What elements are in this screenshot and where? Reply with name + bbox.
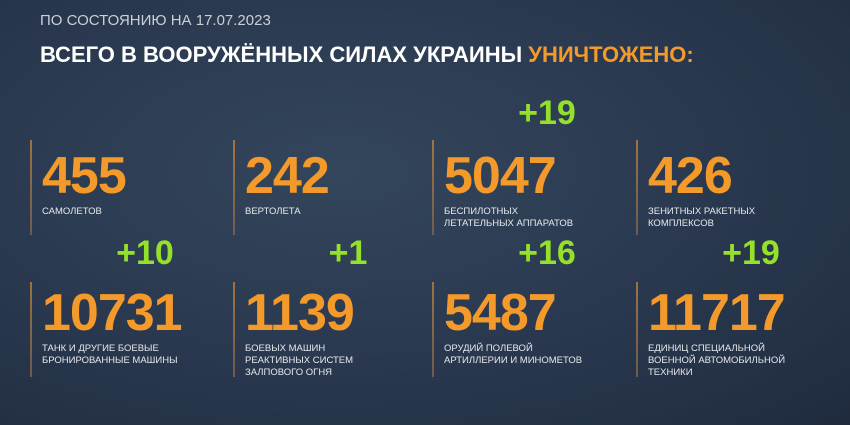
stat-label: ЗАЛПОВОГО ОГНЯ	[245, 367, 333, 378]
separator	[233, 140, 235, 235]
stat-label: БЕСПИЛОТНЫХ	[444, 206, 519, 217]
stat-number: 455	[42, 147, 127, 205]
stat-label: КОМПЛЕКСОВ	[648, 218, 714, 229]
title: ВСЕГО В ВООРУЖЁННЫХ СИЛАХ УКРАИНЫ УНИЧТО…	[40, 42, 694, 68]
separator	[432, 140, 434, 235]
stat-delta: +1	[328, 234, 368, 272]
stat-number: 5047	[444, 147, 557, 205]
stat-number: 1139	[245, 284, 355, 342]
separator	[636, 282, 638, 377]
stat-label: ВЕРТОЛЕТА	[245, 206, 301, 217]
stat-number: 11717	[648, 284, 786, 342]
stat-number: 242	[245, 147, 330, 205]
title-text: ВСЕГО В ВООРУЖЁННЫХ СИЛАХ УКРАИНЫ	[40, 42, 523, 67]
stat-label: ОРУДИЙ ПОЛЕВОЙ	[444, 343, 533, 354]
date: ПО СОСТОЯНИЮ НА 17.07.2023	[40, 12, 271, 29]
stat-delta: +16	[518, 234, 576, 272]
stat-delta: +19	[518, 94, 576, 132]
stat-label: БОЕВЫХ МАШИН	[245, 343, 326, 354]
stat-label: БРОНИРОВАННЫЕ МАШИНЫ	[42, 355, 178, 366]
stat-label: ЕДИНИЦ СПЕЦИАЛЬНОЙ	[648, 343, 765, 354]
separator	[233, 282, 235, 377]
stat-delta: +19	[722, 234, 780, 272]
stat-label: РЕАКТИВНЫХ СИСТЕМ	[245, 355, 354, 366]
stat-number: 10731	[42, 284, 183, 342]
title-highlight: УНИЧТОЖЕНО:	[528, 42, 694, 67]
stat-label: ВОЕННОЙ АВТОМОБИЛЬНОЙ	[648, 355, 786, 366]
stat-label: ТЕХНИКИ	[648, 367, 693, 378]
stat-label: САМОЛЕТОВ	[42, 206, 102, 217]
stat-label: ТАНК И ДРУГИЕ БОЕВЫЕ	[42, 343, 159, 354]
separator	[636, 140, 638, 235]
separator	[30, 140, 32, 235]
stat-label: АРТИЛЛЕРИИ И МИНОМЕТОВ	[444, 355, 583, 366]
stat-delta: +10	[116, 234, 174, 272]
separator	[30, 282, 32, 377]
stat-number: 5487	[444, 284, 557, 342]
stat-number: 426	[648, 147, 733, 205]
stat-label: ЗЕНИТНЫХ РАКЕТНЫХ	[648, 206, 756, 217]
separator	[432, 282, 434, 377]
stat-label: ЛЕТАТЕЛЬНЫХ АППАРАТОВ	[444, 218, 574, 229]
